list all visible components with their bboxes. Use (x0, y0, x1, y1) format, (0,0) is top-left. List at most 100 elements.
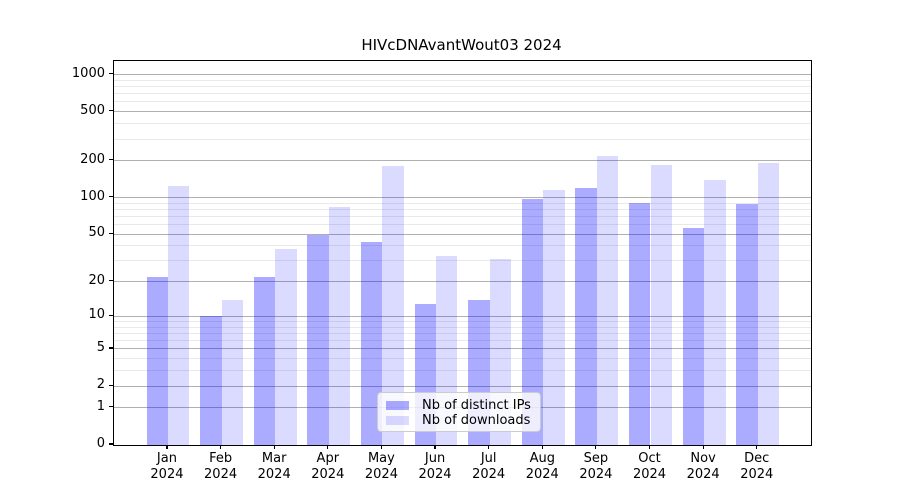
x-tick-year: 2024 (686, 467, 720, 482)
x-tick-mark (702, 445, 704, 450)
bar-downloads (543, 190, 565, 445)
gridline-minor (114, 321, 811, 323)
gridline-major (114, 385, 811, 387)
gridline-major (114, 197, 811, 199)
x-tick-year: 2024 (632, 467, 667, 482)
x-tick-label: Apr 2024 (293, 451, 363, 483)
y-tick-mark (109, 110, 113, 112)
x-tick-year: 2024 (257, 467, 291, 482)
y-tick-mark (109, 347, 113, 349)
gridline-minor (114, 370, 811, 372)
x-tick-month: Jan (156, 451, 177, 466)
x-tick-month: Dec (744, 451, 770, 466)
x-tick-year: 2024 (579, 467, 613, 482)
legend-label: Nb of downloads (422, 412, 531, 428)
x-tick-label: Nov 2024 (668, 451, 738, 483)
x-tick-year: 2024 (364, 467, 398, 482)
gridline-minor (114, 79, 811, 81)
y-tick-label: 0 (96, 436, 105, 451)
y-tick-mark (109, 443, 113, 445)
bar-downloads (596, 155, 619, 445)
bar-distinct-ips (736, 203, 758, 445)
bar-distinct-ips (682, 228, 705, 445)
x-tick-mark (756, 445, 758, 450)
gridline-minor (114, 326, 811, 328)
bar-downloads (382, 166, 404, 445)
bar-distinct-ips (521, 199, 544, 445)
legend-item: Nb of downloads (386, 412, 532, 428)
y-tick-mark (109, 384, 113, 386)
legend-label: Nb of distinct IPs (422, 397, 531, 413)
x-tick-year: 2024 (740, 467, 774, 482)
y-tick-label: 10 (88, 307, 105, 323)
x-tick-year: 2024 (472, 467, 506, 482)
gridline-minor (114, 260, 811, 262)
x-tick-year: 2024 (311, 467, 345, 482)
legend-swatch (386, 415, 409, 425)
x-tick-month: Nov (690, 451, 716, 466)
gridline-minor (114, 340, 811, 342)
y-tick-label: 50 (88, 225, 105, 241)
y-tick-mark (109, 232, 113, 234)
x-tick-month: Apr (316, 451, 340, 466)
x-tick-label: Jul 2024 (454, 451, 524, 483)
y-tick-label: 1 (96, 398, 105, 414)
x-tick-mark (327, 445, 329, 450)
y-tick-mark (109, 73, 113, 75)
x-tick-label: Dec 2024 (722, 451, 792, 483)
x-tick-month: Sep (583, 451, 609, 466)
x-tick-month: Jul (480, 451, 497, 466)
x-tick-label: May 2024 (346, 451, 416, 483)
bar-downloads (275, 248, 297, 445)
x-tick-month: Jun (424, 451, 446, 466)
x-tick-mark (166, 445, 168, 450)
x-tick-label: Feb 2024 (186, 451, 256, 483)
bar-distinct-ips (200, 316, 222, 445)
x-tick-label: Sep 2024 (561, 451, 631, 483)
x-tick-month: Aug (529, 451, 555, 466)
legend: Nb of distinct IPs Nb of downloads (377, 392, 541, 432)
bar-downloads (328, 207, 351, 445)
y-tick-label: 20 (88, 272, 105, 288)
gridline-major (114, 281, 811, 283)
gridline-minor (114, 138, 811, 140)
x-tick-year: 2024 (525, 467, 559, 482)
x-tick-mark (434, 445, 436, 450)
legend-item: Nb of distinct IPs (386, 397, 532, 413)
bar-downloads (221, 299, 244, 445)
x-tick-month: Mar (261, 451, 287, 466)
legend-swatch (386, 400, 409, 410)
gridline-minor (114, 93, 811, 95)
gridline-major (114, 160, 811, 162)
x-tick-mark (380, 445, 382, 450)
gridline-minor (114, 86, 811, 88)
x-tick-mark (541, 445, 543, 450)
gridline-minor (114, 224, 811, 226)
gridline-minor (114, 358, 811, 360)
x-tick-month: May (367, 451, 395, 466)
gridline-major (114, 348, 811, 350)
x-tick-label: Jan 2024 (132, 451, 202, 483)
x-tick-mark (219, 445, 222, 450)
x-tick-mark (488, 445, 490, 450)
x-tick-label: Mar 2024 (239, 451, 309, 483)
gridline-minor (114, 333, 811, 335)
x-tick-label: Jun 2024 (400, 451, 470, 483)
x-tick-mark (595, 445, 597, 450)
y-tick-label: 1000 (71, 65, 105, 81)
y-tick-label: 500 (80, 102, 105, 118)
gridline-major (114, 111, 811, 113)
y-tick-label: 2 (96, 377, 105, 393)
x-tick-year: 2024 (204, 467, 238, 482)
x-tick-mark (273, 445, 275, 450)
gridline-minor (114, 123, 811, 125)
gridline-major (114, 74, 811, 76)
bar-distinct-ips (629, 203, 651, 445)
gridline-minor (114, 101, 811, 103)
gridline-minor (114, 215, 811, 217)
y-tick-mark (109, 280, 113, 282)
gridline-major (114, 315, 811, 317)
bar-distinct-ips (307, 235, 329, 445)
plot-area (113, 60, 812, 446)
